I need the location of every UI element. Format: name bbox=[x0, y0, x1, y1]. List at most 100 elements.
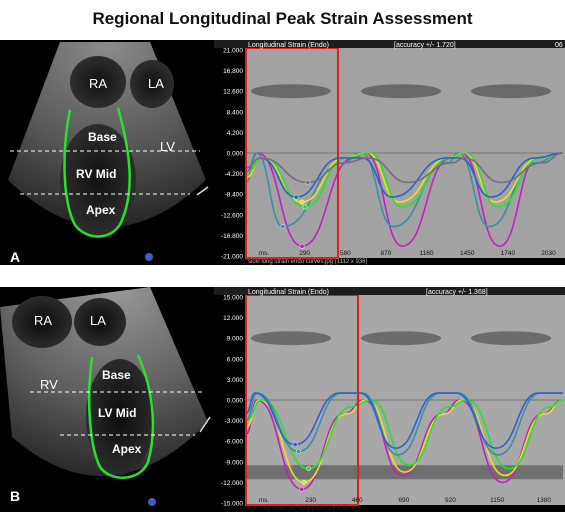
y-tick-label: 8.400 bbox=[227, 109, 244, 116]
y-tick-label: -6.000 bbox=[225, 439, 244, 446]
y-tick-label: 4.200 bbox=[227, 130, 244, 137]
strain-curve bbox=[245, 152, 564, 184]
probe-marker bbox=[196, 186, 209, 196]
y-tick-label: 9.000 bbox=[227, 336, 244, 343]
strain-header-bar bbox=[214, 40, 565, 48]
accuracy-label: [accuracy +/- 1.368] bbox=[426, 289, 488, 296]
left-atrium bbox=[130, 60, 174, 108]
peak-marker bbox=[305, 179, 311, 185]
left-atrium bbox=[74, 298, 126, 346]
segment-mid: LV Mid bbox=[98, 406, 136, 420]
x-tick-label: 460 bbox=[352, 497, 363, 504]
peak-marker bbox=[293, 194, 299, 200]
segment-apex: Apex bbox=[86, 203, 116, 217]
y-tick-label: -8.400 bbox=[225, 192, 244, 199]
peak-marker bbox=[292, 442, 298, 448]
figure-title: Regional Longitudinal Peak Strain Assess… bbox=[92, 9, 473, 28]
y-tick-label: -4.200 bbox=[225, 171, 244, 178]
strain-curve bbox=[245, 399, 564, 470]
y-tick-label: -21.000 bbox=[221, 254, 243, 261]
right-atrium bbox=[70, 56, 126, 108]
y-tick-label: -12.000 bbox=[221, 480, 243, 487]
panel-a: RA LA LV Base RV Mid Apex A Longitudinal… bbox=[0, 40, 565, 265]
strain-curve bbox=[245, 152, 564, 198]
strain-curve bbox=[245, 392, 563, 449]
strain-chart-b: Longitudinal Strain (Endo) [accuracy +/-… bbox=[214, 287, 565, 512]
peak-marker bbox=[299, 199, 305, 205]
x-tick-label: 1160 bbox=[420, 250, 434, 257]
strain-header-title: Longitudinal Strain (Endo) bbox=[248, 42, 329, 49]
strain-header-bar bbox=[214, 287, 565, 295]
y-axis-ticks: 15.000 12.000 9.000 6.000 3.000 0.000 -3.000 -6… bbox=[221, 295, 243, 508]
label-rv: RV bbox=[40, 377, 58, 392]
x-tick-label: 290 bbox=[299, 250, 310, 257]
x-tick-label: 870 bbox=[380, 250, 391, 257]
right-ventricle-cavity bbox=[60, 124, 136, 236]
y-axis-ticks: 21.000 16.800 12.600 8.400 4.200 0.000 -4.200 -… bbox=[221, 48, 243, 261]
strain-curves bbox=[245, 152, 564, 249]
segment-mid: RV Mid bbox=[76, 167, 116, 181]
x-tick-label: 580 bbox=[340, 250, 351, 257]
footer-caption: 4cv long strain 28_10.jpg (1112 x 936) bbox=[248, 506, 349, 512]
y-tick-label: 3.000 bbox=[227, 377, 244, 384]
label-la: LA bbox=[148, 76, 164, 91]
strain-chart-a: Longitudinal Strain (Endo) [accuracy +/-… bbox=[214, 40, 565, 265]
strain-curve bbox=[245, 399, 564, 491]
y-tick-label: 21.000 bbox=[223, 48, 243, 55]
panel-b: RA LA RV Base LV Mid Apex B Longitudinal… bbox=[0, 287, 565, 512]
panel-letter-b: B bbox=[10, 488, 20, 504]
strain-curve bbox=[245, 152, 564, 208]
peak-marker bbox=[301, 479, 307, 485]
corner-label: 06 bbox=[555, 42, 563, 49]
y-tick-label: -12.600 bbox=[221, 212, 243, 219]
right-atrium bbox=[12, 296, 72, 348]
x-tick-label: 1150 bbox=[490, 497, 504, 504]
y-tick-label: -3.000 bbox=[225, 418, 244, 425]
speckle-band bbox=[471, 84, 551, 99]
y-tick-label: 12.600 bbox=[223, 89, 243, 96]
segment-base: Base bbox=[88, 130, 117, 144]
peak-marker bbox=[306, 466, 311, 472]
panel-letter-a: A bbox=[10, 249, 20, 265]
x-tick-label: ms. bbox=[259, 497, 270, 504]
speckle-bands bbox=[251, 84, 551, 99]
rv-trace-contour bbox=[63, 107, 131, 238]
strain-curve bbox=[245, 392, 563, 456]
speckle-band bbox=[251, 331, 331, 346]
x-tick-label: 1380 bbox=[536, 497, 551, 504]
x-tick-label: 690 bbox=[398, 497, 409, 504]
peak-marker bbox=[302, 204, 308, 210]
peak-marker bbox=[299, 243, 305, 249]
label-la: LA bbox=[90, 313, 106, 328]
strain-curve bbox=[245, 152, 564, 248]
segment-base: Base bbox=[102, 368, 131, 382]
logo-dot bbox=[148, 498, 156, 506]
peak-marker bbox=[280, 224, 286, 230]
y-tick-label: 0.000 bbox=[227, 151, 244, 158]
peak-marker bbox=[299, 486, 305, 492]
x-axis-ticks: ms. 290 580 870 1160 1450 1740 2030 bbox=[259, 250, 556, 257]
strain-header-title: Longitudinal Strain (Endo) bbox=[248, 289, 329, 296]
x-tick-label: 2030 bbox=[541, 250, 556, 257]
footer-caption: sicki long strain endo curves.jpg (1112 … bbox=[248, 259, 368, 265]
y-tick-label: 12.000 bbox=[223, 315, 243, 322]
peak-marker bbox=[296, 449, 301, 454]
strain-curve bbox=[245, 399, 564, 484]
y-tick-label: -16.800 bbox=[221, 233, 243, 240]
x-tick-label: 1740 bbox=[501, 250, 516, 257]
logo-dot bbox=[145, 253, 153, 261]
x-tick-label: ms. bbox=[259, 250, 270, 257]
left-ventricle-cavity bbox=[86, 359, 154, 475]
label-lv: LV bbox=[160, 139, 175, 154]
y-tick-label: 15.000 bbox=[223, 295, 243, 302]
echo-image-b: RA LA RV Base LV Mid Apex B bbox=[0, 287, 211, 506]
y-tick-label: -9.000 bbox=[225, 459, 244, 466]
lv-trace-contour bbox=[87, 354, 155, 479]
x-axis-ticks: ms. 230 460 690 920 1150 1380 bbox=[259, 497, 552, 504]
strain-curves bbox=[245, 392, 564, 492]
y-tick-label: 16.800 bbox=[223, 68, 243, 75]
y-tick-label: 0.000 bbox=[227, 398, 244, 405]
y-tick-label: 6.000 bbox=[227, 356, 244, 363]
speckle-band bbox=[361, 84, 441, 99]
x-tick-label: 230 bbox=[305, 497, 316, 504]
